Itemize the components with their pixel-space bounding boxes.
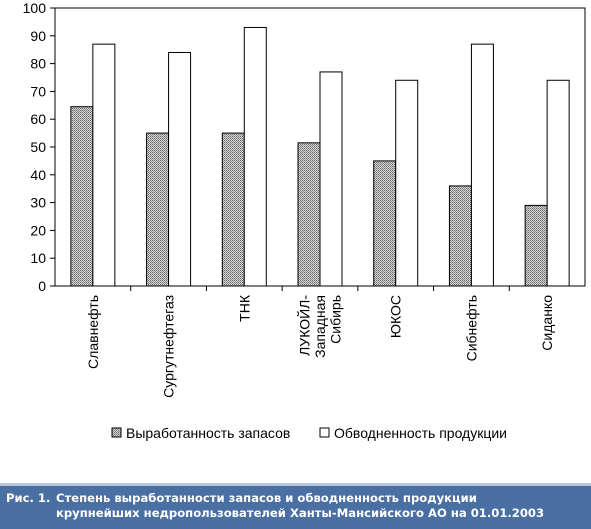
bar-watercut <box>92 43 116 287</box>
bar-chart: 0 10 20 30 40 50 60 70 80 90 100 Славнефть Сургутне… <box>23 0 586 441</box>
caption-line-1: Степень выработанности запасов и обводне… <box>56 491 477 505</box>
bar-depletion <box>70 106 94 287</box>
category-label: ЛУКОЙЛ- Западная Сибирь <box>296 295 344 358</box>
y-tick-label: 70 <box>30 83 46 99</box>
category-label-line: Сибирь <box>328 295 344 344</box>
legend: Выработанность запасов Обводненность прод… <box>111 425 507 441</box>
bar-depletion <box>448 185 472 287</box>
y-tick-label: 10 <box>30 250 46 266</box>
caption-line-2: крупнейших недропользователей Ханты-Манс… <box>56 506 545 520</box>
bar-watercut <box>546 79 570 287</box>
caption-number: Рис. 1. <box>6 491 51 505</box>
category-label-line: Западная <box>312 295 328 358</box>
caption-stripe <box>0 483 591 486</box>
legend-swatch <box>111 427 122 438</box>
bar-depletion <box>221 132 245 287</box>
y-tick-label: 30 <box>30 195 46 211</box>
caption-bar <box>0 483 591 529</box>
bar-watercut <box>395 79 419 287</box>
bar-watercut <box>168 51 192 287</box>
category-label: Сиданко <box>539 295 555 351</box>
bars <box>70 26 570 287</box>
category-label-line: Сибнефть <box>463 295 479 361</box>
y-tick-label: 100 <box>23 0 47 16</box>
y-tick-label: 80 <box>30 56 46 72</box>
category-label-line: ТНК <box>236 294 252 322</box>
bar-watercut <box>470 43 494 287</box>
y-tick-label: 20 <box>30 222 46 238</box>
legend-swatch <box>319 427 330 438</box>
figure-caption: Рис. 1. Степень выработанности запасов и… <box>6 491 586 521</box>
y-tick-label: 50 <box>30 139 46 155</box>
y-tick-label: 60 <box>30 111 46 127</box>
category-label: Сибнефть <box>463 295 479 361</box>
category-label-line: ЮКОС <box>388 295 404 338</box>
legend-label: Обводненность продукции <box>334 425 507 441</box>
bar-depletion <box>373 160 397 287</box>
y-tick-label: 0 <box>38 278 46 294</box>
category-label-line: ЛУКОЙЛ- <box>296 295 313 356</box>
legend-label: Выработанность запасов <box>126 425 290 441</box>
category-label: ТНК <box>236 294 252 322</box>
x-axis: Славнефть Сургутнефтегаз ТНК ЛУКОЙЛ- Западна… <box>85 286 555 398</box>
category-label-line: Сиданко <box>539 295 555 351</box>
y-tick-label: 40 <box>30 167 46 183</box>
bar-watercut <box>319 71 343 287</box>
category-label: Славнефть <box>85 295 101 369</box>
bar-depletion <box>297 142 321 287</box>
category-label: Сургутнефтегаз <box>161 295 177 398</box>
bar-depletion <box>146 132 170 287</box>
bar-watercut <box>243 26 267 287</box>
category-label-line: Сургутнефтегаз <box>161 295 177 398</box>
category-label-line: Славнефть <box>85 295 101 369</box>
y-tick-label: 90 <box>30 28 46 44</box>
category-label: ЮКОС <box>388 295 404 338</box>
bar-depletion <box>524 204 548 287</box>
